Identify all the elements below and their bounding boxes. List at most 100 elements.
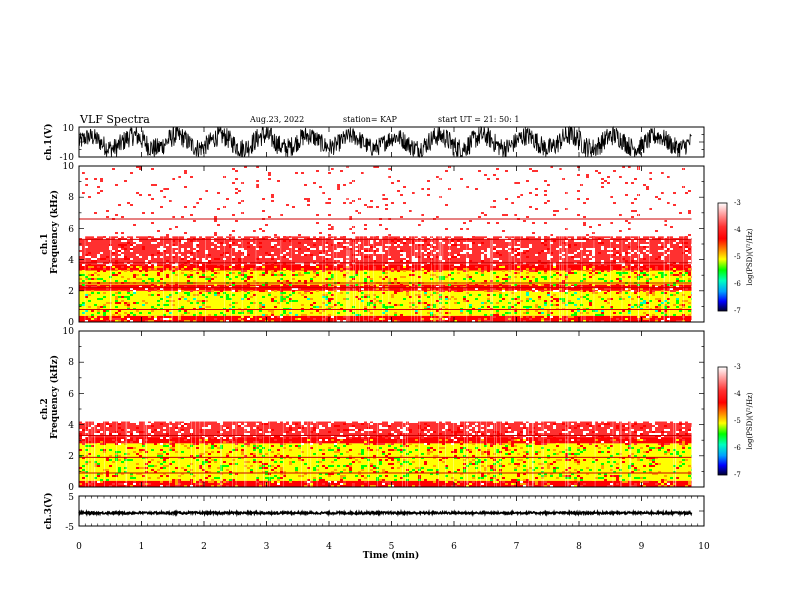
spectrogram-cell	[250, 224, 253, 226]
spectrogram-cell	[421, 242, 424, 244]
spectrogram-cell	[574, 224, 577, 226]
spectrogram-cell	[310, 254, 313, 256]
spectrogram-cell	[655, 226, 658, 228]
spectrogram-cell	[190, 290, 193, 292]
spectrogram-cell	[253, 286, 256, 288]
spectrogram-cell	[274, 166, 277, 168]
spectrogram-cell	[232, 288, 235, 290]
spectrogram-cell	[226, 234, 229, 236]
spectrogram-cell	[220, 190, 223, 192]
spectrogram-cell	[601, 248, 604, 250]
spectrogram-cell	[283, 298, 286, 300]
spectrogram-cell	[397, 166, 400, 168]
spectrogram-cell	[526, 286, 529, 288]
spectrogram-cell	[334, 250, 337, 252]
spectrogram-cell	[100, 260, 103, 262]
spectrogram-cell	[526, 182, 529, 184]
spectrogram-cell	[124, 298, 127, 300]
spectrogram-cell	[127, 204, 130, 206]
spectrogram-cell	[334, 278, 337, 280]
spectrogram-cell	[235, 246, 238, 248]
spectrogram-cell	[469, 234, 472, 236]
spectrogram-cell	[619, 278, 622, 280]
spectrogram-cell	[472, 220, 475, 222]
spectrogram-cell	[112, 198, 115, 200]
spectrogram-cell	[565, 188, 568, 190]
spectrogram-cell	[202, 234, 205, 236]
spectrogram-cell	[667, 184, 670, 186]
spectrogram-cell	[331, 244, 334, 246]
spectrogram-cell	[262, 284, 265, 286]
spectrogram-cell	[268, 234, 271, 236]
spectrogram-cell	[517, 246, 520, 248]
spectrogram-cell	[376, 278, 379, 280]
spectrogram-cell	[493, 244, 496, 246]
spectrogram-cell	[406, 290, 409, 292]
spectrogram-cell	[322, 188, 325, 190]
spectrogram-cell	[646, 182, 649, 184]
spectrogram-cell	[217, 268, 220, 270]
spectrogram-cell	[436, 226, 439, 228]
spectrogram-cell	[319, 252, 322, 254]
spectrogram-cell	[559, 176, 562, 178]
spectrogram-cell	[307, 196, 310, 198]
spectrogram-cell	[178, 206, 181, 208]
spectrogram-cell	[547, 232, 550, 234]
spectrogram-cell	[676, 174, 679, 176]
spectrogram-cell	[106, 210, 109, 212]
spectrogram-cell	[445, 196, 448, 198]
spectrogram-cell	[160, 250, 163, 252]
spectrogram-cell	[370, 184, 373, 186]
spectrogram-cell	[283, 256, 286, 258]
spectrogram-cell	[376, 194, 379, 196]
spectrogram-cell	[649, 216, 652, 218]
spectrogram-cell	[256, 228, 259, 230]
spectrogram-cell	[382, 288, 385, 290]
spectrogram-cell	[526, 212, 529, 214]
spectrogram-cell	[493, 264, 496, 266]
spectrogram-cell	[610, 208, 613, 210]
spectrogram-cell	[388, 200, 391, 202]
spectrogram-cell	[601, 180, 604, 182]
spectrogram-cell	[268, 222, 271, 224]
spectrogram-cell	[631, 256, 634, 258]
spectrogram-cell	[550, 234, 553, 236]
spectrogram-cell	[103, 258, 106, 260]
spectrogram-cell	[649, 286, 652, 288]
spectrogram-cell	[463, 202, 466, 204]
spectrogram-cell	[208, 278, 211, 280]
spectrogram-cell	[241, 250, 244, 252]
spectrogram-cell	[670, 264, 673, 266]
spectrogram-cell	[514, 172, 517, 174]
spectrogram-cell	[232, 194, 235, 196]
spectrogram-cell	[466, 176, 469, 178]
spectrogram-cell	[271, 266, 274, 268]
spectrogram-cell	[244, 248, 247, 250]
spectrogram-cell	[82, 242, 85, 244]
spectrogram-cell	[487, 210, 490, 212]
spectrogram-cell	[547, 198, 550, 200]
spectrogram-cell	[307, 272, 310, 274]
spectrogram-cell	[487, 186, 490, 188]
spectrogram-cell	[280, 294, 283, 296]
spectrogram-cell	[193, 176, 196, 178]
spectrogram-cell	[184, 274, 187, 276]
spectrogram-cell	[94, 168, 97, 170]
spectrogram-cell	[277, 226, 280, 228]
spectrogram-cell	[346, 292, 349, 294]
spectrogram-cell	[310, 166, 313, 168]
spectrogram-cell	[172, 192, 175, 194]
spectrogram-cell	[82, 240, 85, 242]
spectrogram-cell	[652, 200, 655, 202]
spectrogram-cell	[385, 260, 388, 262]
spectrogram-cell	[667, 244, 670, 246]
spectrogram-cell	[505, 280, 508, 282]
spectrogram-cell	[403, 286, 406, 288]
spectrogram-cell	[94, 178, 97, 180]
spectrogram-cell	[646, 258, 649, 260]
spectrogram-cell	[88, 210, 91, 212]
spectrogram-cell	[445, 296, 448, 298]
spectrogram-cell	[286, 216, 289, 218]
spectrogram-cell	[208, 290, 211, 292]
spectrogram-cell	[667, 210, 670, 212]
